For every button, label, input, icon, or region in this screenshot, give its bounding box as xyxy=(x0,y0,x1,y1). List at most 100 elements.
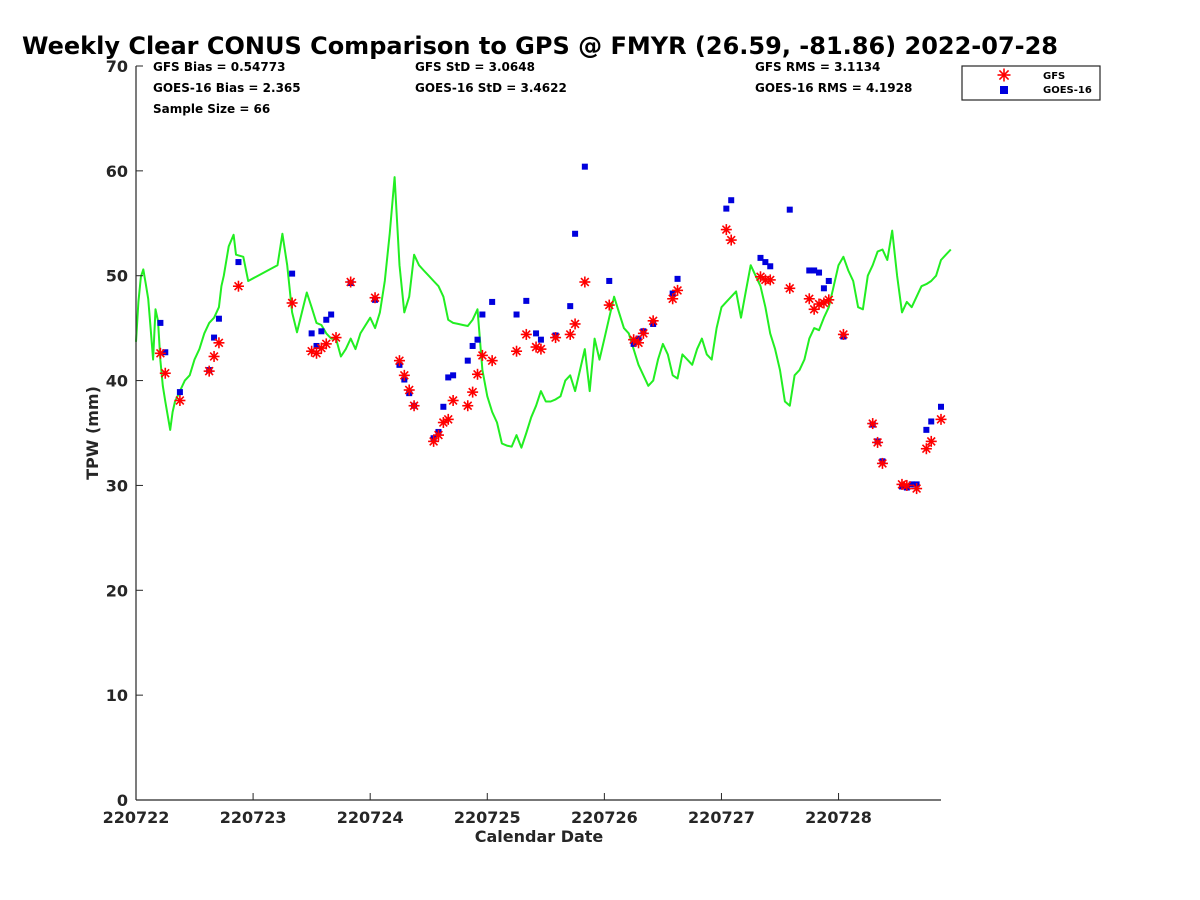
x-tick-label: 220722 xyxy=(103,808,170,827)
gfs-point xyxy=(462,400,474,412)
goes-point xyxy=(567,303,574,310)
gfs-point xyxy=(872,436,884,448)
goes-point xyxy=(157,319,164,326)
y-axis-label: TPW (mm) xyxy=(83,386,102,480)
goes-point xyxy=(479,311,486,318)
gfs-point xyxy=(203,365,215,377)
gfs-point xyxy=(232,280,244,292)
goes-point xyxy=(323,316,330,323)
gfs-point xyxy=(472,368,484,380)
goes-point xyxy=(581,163,588,170)
gfs-point xyxy=(154,347,166,359)
goes-point xyxy=(816,269,823,276)
y-tick-label: 10 xyxy=(106,686,128,705)
goes-point xyxy=(469,342,476,349)
gfs-bias-text: GFS Bias = 0.54773 xyxy=(153,60,285,74)
gfs-point xyxy=(672,284,684,296)
gfs-point xyxy=(784,282,796,294)
goes-point xyxy=(464,357,471,364)
gfs-point xyxy=(876,457,888,469)
gfs-point xyxy=(520,328,532,340)
gfs-point xyxy=(837,328,849,340)
gfs-point xyxy=(935,413,947,425)
goes-point xyxy=(450,372,457,379)
gfs-point xyxy=(174,394,186,406)
x-tick-label: 220727 xyxy=(688,808,755,827)
legend: GFS GOES-16 xyxy=(961,65,1101,101)
gfs-point xyxy=(511,345,523,357)
gfs-point xyxy=(911,483,923,495)
gfs-point xyxy=(159,367,171,379)
x-axis-label: Calendar Date xyxy=(475,827,604,846)
legend-gfs-asterisk-icon xyxy=(997,68,1011,82)
goes-point xyxy=(767,263,774,270)
goes-point xyxy=(820,285,827,292)
gfs-point xyxy=(320,338,332,350)
gfs-point xyxy=(647,315,659,327)
y-tick-label: 0 xyxy=(117,791,128,810)
goes-point xyxy=(923,426,930,433)
gfs-point xyxy=(823,294,835,306)
gfs-point xyxy=(637,327,649,339)
gfs-point xyxy=(330,332,342,344)
stats-block: GFS Bias = 0.54773 GOES-16 Bias = 2.365 … xyxy=(153,60,912,116)
gfs-point xyxy=(398,369,410,381)
gfs-point xyxy=(535,343,547,355)
goes-point xyxy=(215,315,222,322)
gfs-point xyxy=(920,443,932,455)
goes-point xyxy=(825,277,832,284)
goes-point xyxy=(908,481,915,488)
gfs-point xyxy=(403,384,415,396)
gfs-point xyxy=(408,400,420,412)
gfs-point xyxy=(467,386,479,398)
gfs-point xyxy=(486,355,498,367)
gfs-point xyxy=(213,337,225,349)
goes-std-text: GOES-16 StD = 3.4622 xyxy=(415,81,567,95)
goes-point xyxy=(572,230,579,237)
gfs-point xyxy=(764,274,776,286)
y-tick-label: 30 xyxy=(106,476,128,495)
goes-point xyxy=(318,328,325,335)
legend-goes-label: GOES-16 xyxy=(1043,85,1092,96)
goes-point xyxy=(308,330,315,337)
y-tick-label: 20 xyxy=(106,581,128,600)
gps-line-series xyxy=(135,176,952,449)
gfs-point xyxy=(393,355,405,367)
gfs-point xyxy=(867,418,879,430)
chart-title: Weekly Clear CONUS Comparison to GPS @ F… xyxy=(22,32,1058,60)
goes-point xyxy=(606,277,613,284)
gfs-point xyxy=(633,337,645,349)
goes-point xyxy=(757,254,764,261)
goes-point xyxy=(211,334,218,341)
y-tick-label: 50 xyxy=(106,267,128,286)
gfs-point xyxy=(369,292,381,304)
goes-bias-text: GOES-16 Bias = 2.365 xyxy=(153,81,301,95)
goes-point xyxy=(235,259,242,266)
gfs-point xyxy=(550,332,562,344)
y-tick-label: 40 xyxy=(106,372,128,391)
goes-rms-text: GOES-16 RMS = 4.1928 xyxy=(755,81,912,95)
gfs-point xyxy=(208,350,220,362)
gfs-point xyxy=(442,413,454,425)
legend-gfs-asterisk xyxy=(997,68,1011,82)
legend-box xyxy=(961,65,1101,101)
goes-point xyxy=(938,403,944,410)
gps-line xyxy=(135,176,952,449)
goes-point xyxy=(176,389,183,396)
gfs-point xyxy=(925,435,937,447)
goes-point xyxy=(674,275,681,282)
x-tick-label: 220726 xyxy=(571,808,638,827)
gfs-point xyxy=(311,347,323,359)
y-ticks: 0 10 20 30 40 50 60 70 xyxy=(106,57,143,810)
gfs-point xyxy=(428,435,440,447)
goes-point xyxy=(162,349,169,356)
gfs-series xyxy=(154,224,947,495)
gfs-point xyxy=(579,276,591,288)
y-tick-label: 70 xyxy=(106,57,128,76)
goes-point xyxy=(537,336,544,343)
goes-point xyxy=(445,374,452,381)
x-tick-label: 220728 xyxy=(805,808,872,827)
y-tick-label: 60 xyxy=(106,162,128,181)
goes-point xyxy=(440,403,447,410)
goes-point xyxy=(723,205,730,212)
